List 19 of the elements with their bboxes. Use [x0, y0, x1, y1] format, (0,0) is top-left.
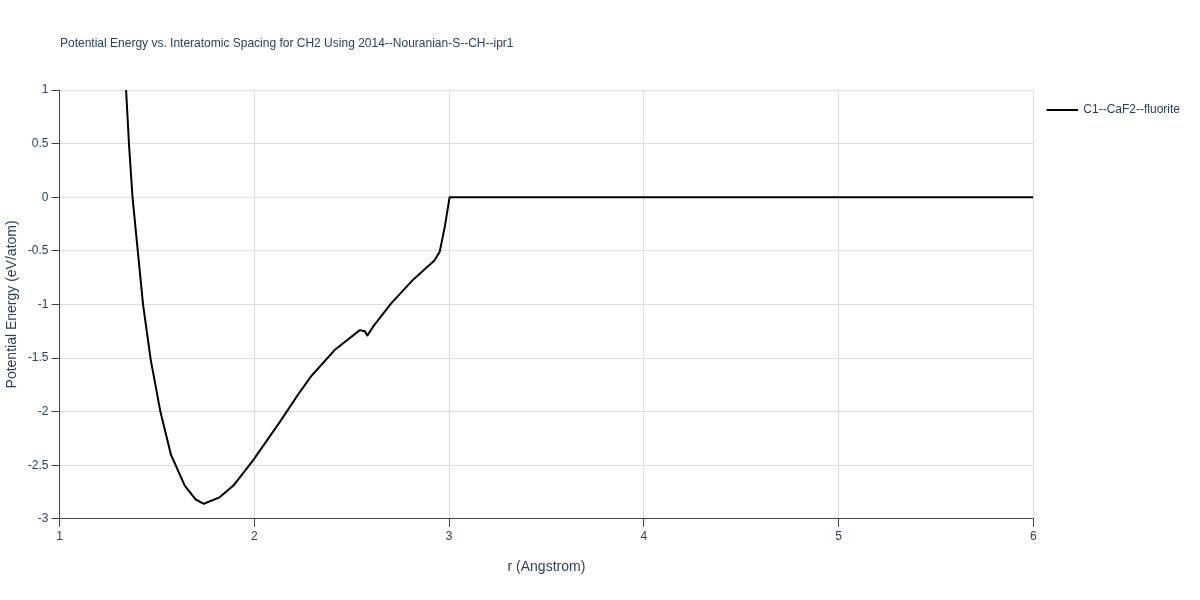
- x-tick-label: 6: [1029, 529, 1037, 544]
- x-tick-label: 2: [250, 529, 258, 544]
- x-tick-label: 1: [56, 529, 64, 544]
- legend-label: C1--CaF2--fluorite: [1083, 102, 1181, 117]
- chart-title: Potential Energy vs. Interatomic Spacing for CH2 Using 2014--Nouranian-S--CH--ipr1: [60, 36, 514, 50]
- x-tick-label: 5: [835, 529, 843, 544]
- y-tick-label: -3: [37, 511, 49, 526]
- y-tick-label: -1: [37, 296, 49, 311]
- y-tick-label: 0.5: [31, 135, 49, 150]
- y-tick-label: 1: [41, 82, 49, 97]
- y-tick-label: -2: [37, 403, 49, 418]
- y-tick-label: -1.5: [27, 350, 49, 365]
- x-tick-label: 3: [445, 529, 453, 544]
- y-tick-label: -0.5: [27, 243, 49, 258]
- y-tick-label: -2.5: [27, 457, 49, 472]
- x-axis-title: r (Angstrom): [507, 558, 586, 575]
- y-tick-label: 0: [41, 189, 49, 204]
- y-axis-title: Potential Energy (eV/atom): [3, 220, 20, 389]
- x-tick-label: 4: [640, 529, 648, 544]
